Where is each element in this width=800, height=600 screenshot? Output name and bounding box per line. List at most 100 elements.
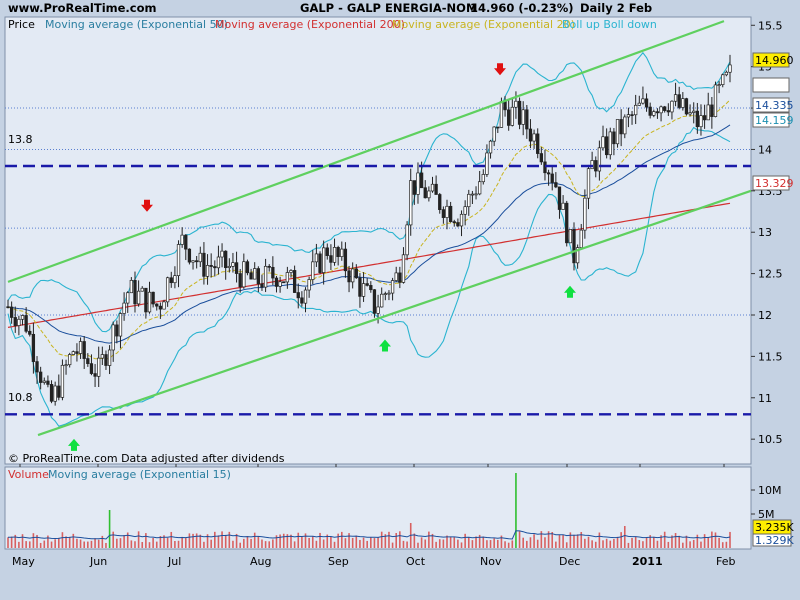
candle-body	[699, 115, 703, 128]
candle-body	[499, 101, 504, 128]
candle-body	[213, 266, 217, 269]
candle-body	[438, 194, 442, 210]
candle-body	[71, 351, 75, 355]
candle-body	[695, 110, 699, 128]
signal-arrow-down	[141, 199, 153, 212]
candle-body	[39, 371, 43, 383]
candle-body	[492, 126, 496, 142]
candle-body	[242, 261, 246, 288]
candle-body	[231, 262, 235, 267]
legend-ema20: Moving average (Exponential 20)	[392, 18, 575, 31]
candle-body	[9, 306, 14, 318]
ema50-line	[7, 124, 731, 344]
signal-arrow-down	[494, 63, 506, 76]
candle-body	[514, 100, 518, 108]
candle-body	[550, 173, 554, 183]
candle-body	[383, 293, 387, 295]
candle-body	[503, 101, 507, 111]
badge-volume-ema: 1.329K	[752, 533, 794, 547]
x-tick-label: May	[12, 555, 35, 568]
candle-body	[575, 247, 580, 264]
candle-body	[78, 341, 83, 354]
candle-body	[245, 261, 250, 274]
quote-label: 14.960 (-0.23%)	[470, 1, 574, 15]
candle-body	[594, 160, 598, 172]
candle-body	[441, 209, 446, 218]
candle-body	[648, 106, 652, 116]
bollinger-upper	[7, 51, 731, 333]
candle-body	[539, 153, 543, 163]
candle-body	[445, 205, 449, 218]
candle-body	[481, 174, 485, 183]
candle-body	[17, 318, 21, 326]
candle-body	[644, 98, 649, 108]
candle-body	[249, 272, 253, 280]
legend-ema50: Moving average (Exponential 50)	[45, 18, 228, 31]
candle-body	[107, 349, 112, 366]
candle-body	[427, 190, 431, 199]
badge-ema200: 13.329	[752, 175, 794, 191]
candle-body	[234, 262, 239, 274]
candle-body	[670, 100, 674, 113]
level-label-13-8: 13.8	[8, 133, 33, 146]
candle-body	[557, 186, 562, 210]
candle-body	[184, 234, 188, 250]
candle-body	[311, 261, 315, 280]
candle-body	[528, 128, 533, 142]
candle-body	[111, 324, 115, 351]
candle-body	[376, 306, 380, 314]
candle-body	[470, 193, 475, 196]
candle-body	[126, 292, 130, 304]
x-tick-label: Sep	[328, 555, 349, 568]
candle-body	[53, 385, 57, 402]
candle-body	[655, 111, 660, 114]
candle-body	[361, 283, 366, 297]
price-panel	[4, 16, 752, 465]
svg-text:1.329K: 1.329K	[755, 534, 794, 547]
signal-arrow-up	[68, 438, 80, 451]
candle-body	[340, 248, 344, 257]
signal-arrow-up	[564, 285, 576, 298]
candle-body	[271, 266, 275, 279]
candle-body	[663, 106, 667, 111]
candle-body	[140, 287, 144, 292]
candle-body	[93, 373, 97, 377]
candle-body	[561, 202, 565, 210]
y-tick-label: 15.5	[758, 19, 783, 32]
svg-text:3.235K: 3.235K	[755, 521, 794, 534]
candle-body	[601, 136, 605, 149]
candle-body	[89, 363, 94, 374]
y-tick-label: 11	[758, 392, 772, 405]
candle-body	[238, 273, 242, 288]
candle-body	[325, 247, 329, 256]
candle-body	[554, 182, 558, 188]
candle-body	[459, 213, 464, 227]
candle-body	[623, 116, 627, 135]
candle-body	[681, 98, 685, 108]
candle-body	[151, 291, 155, 305]
candle-body	[659, 106, 663, 114]
candle-body	[583, 197, 587, 231]
candle-body	[6, 306, 10, 309]
candle-body	[263, 265, 268, 288]
candle-body	[401, 254, 406, 283]
candle-body	[256, 268, 260, 285]
svg-text:14.960: 14.960	[755, 54, 794, 67]
candle-body	[717, 84, 721, 86]
candle-body	[478, 181, 482, 195]
candle-body	[209, 265, 213, 267]
candle-body	[517, 100, 522, 125]
candle-body	[604, 136, 609, 156]
candle-body	[710, 104, 714, 117]
channel-lower-line	[37, 189, 752, 437]
candle-body	[343, 248, 348, 272]
candle-body	[202, 252, 206, 277]
y-tick-label: 11.5	[758, 350, 783, 363]
volume-legend-volume: Volume	[8, 468, 49, 481]
candle-body	[220, 250, 224, 258]
candle-body	[195, 260, 199, 263]
badge-ema50: 14.335	[752, 97, 794, 113]
candle-body	[253, 268, 257, 280]
ema200-line	[7, 202, 731, 328]
